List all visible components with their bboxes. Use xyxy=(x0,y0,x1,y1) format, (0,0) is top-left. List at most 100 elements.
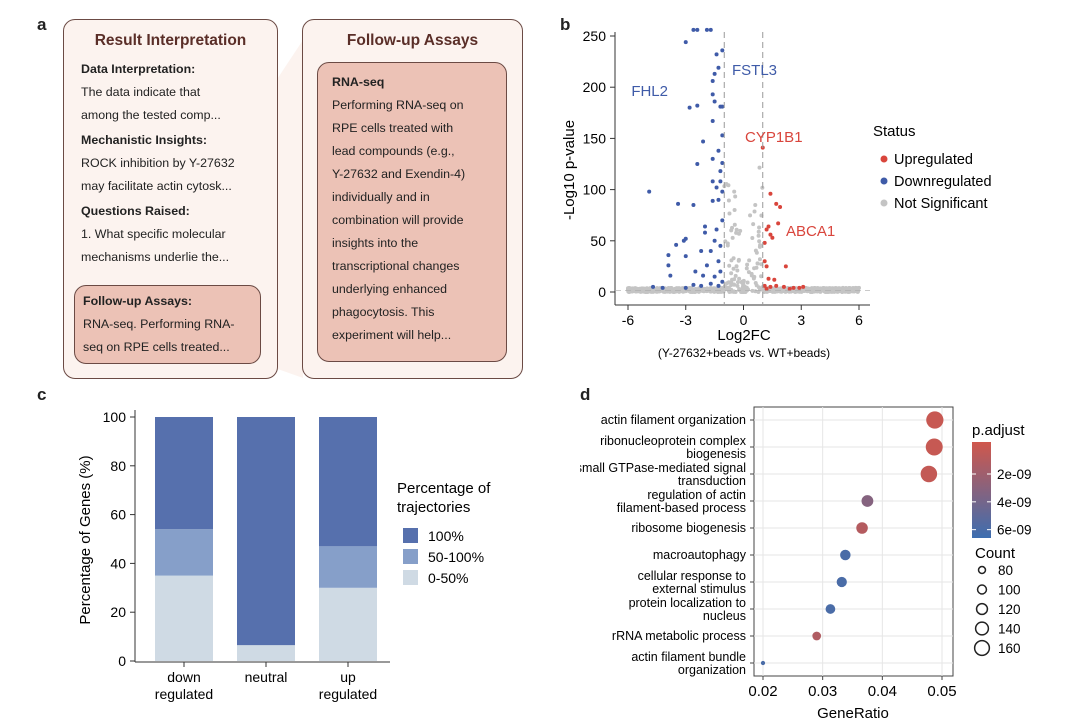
point-not-significant xyxy=(731,266,736,271)
point-not-significant xyxy=(756,233,761,238)
rna-seq-line: Y-27632 and Exendin-4) xyxy=(332,167,466,181)
x-tick-label: neutral xyxy=(245,669,288,685)
legend-swatch xyxy=(880,199,888,207)
dot xyxy=(920,465,938,483)
section-line: among the tested comp... xyxy=(81,108,221,122)
gene-label: ABCA1 xyxy=(786,223,835,240)
y-axis-title: Percentage of Genes (%) xyxy=(77,455,94,624)
point-downregulated xyxy=(720,279,725,284)
section-heading: Questions Raised: xyxy=(81,204,190,218)
legend-label: 100% xyxy=(428,528,464,544)
bar-segment xyxy=(155,417,213,530)
y-tick-label: 100 xyxy=(583,182,607,198)
point-downregulated xyxy=(681,238,686,243)
section-line: 1. What specific molecular xyxy=(81,227,226,241)
point-not-significant xyxy=(730,225,735,230)
go-dot-plot: 0.02 0.03 0.04 0.05 actin filament organizat… xyxy=(580,406,1032,722)
section-line: The data indicate that xyxy=(81,85,201,99)
point-not-significant xyxy=(849,288,854,293)
point-downregulated xyxy=(660,285,665,290)
point-downregulated xyxy=(710,156,715,161)
x-tick-label: 6 xyxy=(855,312,863,328)
highlight-line: RNA-seq. Performing RNA- xyxy=(83,317,235,331)
section-line: mechanisms underlie the... xyxy=(81,250,230,264)
point-downregulated xyxy=(701,273,706,278)
point-not-significant xyxy=(732,207,737,212)
point-upregulated xyxy=(766,224,771,229)
point-downregulated xyxy=(703,224,707,229)
point-not-significant xyxy=(725,243,730,248)
legend-title: Percentage of trajectories xyxy=(397,480,491,516)
legend-swatch xyxy=(880,155,888,163)
point-not-significant xyxy=(641,288,646,293)
point-downregulated xyxy=(708,249,713,254)
point-upregulated xyxy=(768,232,773,237)
size-legend-label: 100 xyxy=(998,583,1021,598)
point-downregulated xyxy=(701,139,706,144)
x-tick-label: -6 xyxy=(622,312,635,328)
point-not-significant xyxy=(730,235,735,240)
point-upregulated xyxy=(778,205,783,210)
point-downregulated xyxy=(712,238,717,243)
point-not-significant xyxy=(740,289,745,294)
point-not-significant xyxy=(756,229,761,234)
rna-seq-line: Performing RNA-seq on xyxy=(332,98,464,112)
point-not-significant xyxy=(840,287,845,292)
y-axis-title: -Log10 p-value xyxy=(561,120,578,220)
bar-segment xyxy=(319,546,377,588)
y-tick-label: 80 xyxy=(110,458,126,474)
bar-segment xyxy=(319,587,377,661)
point-downregulated xyxy=(699,249,704,254)
dot xyxy=(926,411,944,429)
point-downregulated xyxy=(716,65,721,70)
point-not-significant xyxy=(853,286,858,291)
x-tick-label: 0.04 xyxy=(868,683,897,700)
point-downregulated xyxy=(720,104,725,109)
follow-up-assays-card: Follow-up Assays RNA-seq Performing RNA-… xyxy=(302,19,523,379)
point-not-significant xyxy=(732,222,737,227)
size-legend-label: 80 xyxy=(998,563,1013,578)
x-axis-title: GeneRatio xyxy=(817,705,889,722)
point-downregulated xyxy=(693,269,698,274)
point-upregulated xyxy=(787,286,792,291)
point-downregulated xyxy=(683,40,688,45)
point-upregulated xyxy=(762,240,767,245)
point-not-significant xyxy=(808,289,813,294)
point-downregulated xyxy=(695,103,700,108)
x-tick-label: -3 xyxy=(680,312,693,328)
color-bar-label: 2e-09 xyxy=(997,467,1032,482)
gene-label: CYP1B1 xyxy=(745,129,803,146)
bar-segment xyxy=(155,529,213,576)
point-upregulated xyxy=(801,284,806,289)
rna-seq-line: insights into the xyxy=(332,236,419,250)
x-tick-label: 0.03 xyxy=(808,683,837,700)
x-axis-subtitle: (Y-27632+beads vs. WT+beads) xyxy=(658,346,830,360)
point-downregulated xyxy=(683,254,688,259)
y-tick-label: 100 xyxy=(103,409,127,425)
y-tick-label: 0 xyxy=(598,284,606,300)
highlight-heading: Follow-up Assays: xyxy=(83,294,193,308)
rna-seq-line: lead compounds (e.g., xyxy=(332,144,455,158)
legend-swatch xyxy=(403,528,418,543)
point-downregulated xyxy=(720,189,725,194)
size-legend-circle xyxy=(975,602,989,616)
point-downregulated xyxy=(666,253,671,258)
point-not-significant xyxy=(745,262,750,267)
y-tick-label: 150 xyxy=(583,130,607,146)
point-downregulated xyxy=(718,269,723,274)
y-tick-label: protein localization to nucleus xyxy=(629,596,746,623)
y-tick-label: actin filament bundle organization xyxy=(631,650,746,677)
panel-label-c: c xyxy=(37,385,47,404)
point-not-significant xyxy=(713,286,718,291)
bar-segment xyxy=(155,575,213,661)
point-not-significant xyxy=(735,283,740,288)
y-tick-label: ribonucleoprotein complex biogenesis xyxy=(600,434,747,461)
point-upregulated xyxy=(783,264,788,269)
point-not-significant xyxy=(752,274,757,279)
point-downregulated xyxy=(714,52,719,57)
result-interpretation-card: Result Interpretation Data Interpretatio… xyxy=(63,19,278,379)
point-not-significant xyxy=(818,287,823,292)
point-not-significant xyxy=(844,286,849,291)
size-legend-circle xyxy=(973,639,991,657)
point-not-significant xyxy=(757,225,762,230)
